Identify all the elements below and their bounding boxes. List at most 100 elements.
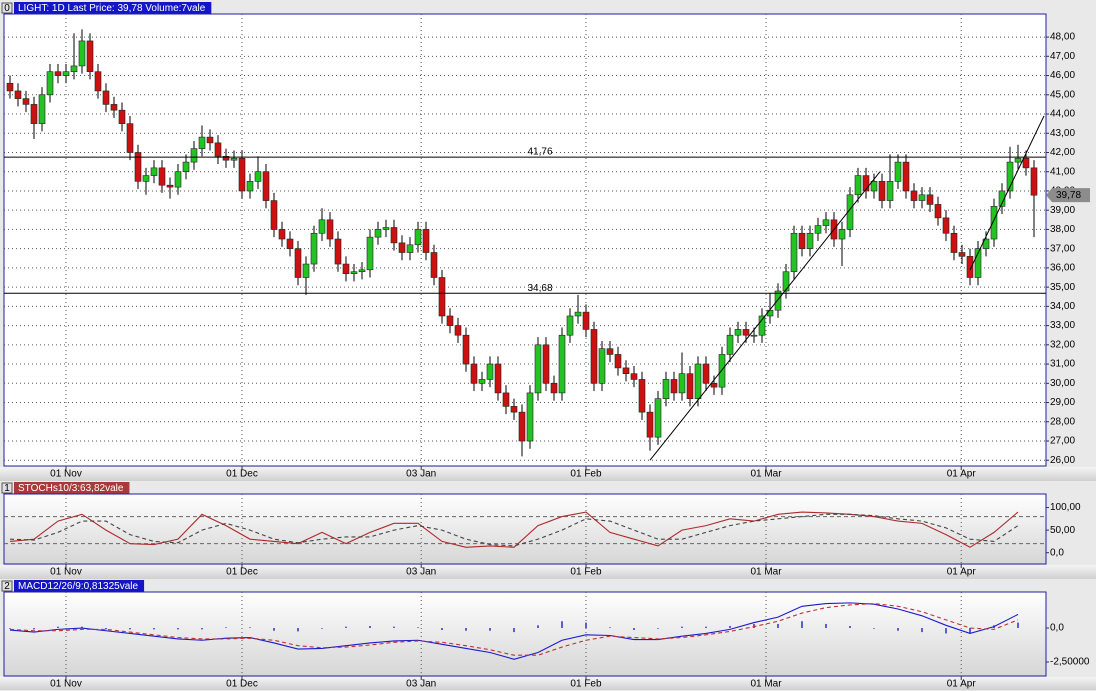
x-tick-label: 01 Feb xyxy=(570,567,602,578)
candle-body xyxy=(438,277,446,317)
candle-body xyxy=(302,263,310,278)
candle-body xyxy=(326,219,334,240)
candle-body xyxy=(182,161,190,173)
y-tick-label: 45,00 xyxy=(1050,89,1075,100)
candle-body xyxy=(422,229,430,253)
x-tick-label: 01 Mar xyxy=(750,469,782,480)
candle-body xyxy=(398,242,406,253)
candle-body xyxy=(814,225,822,234)
candle-body xyxy=(94,71,102,92)
candle-body xyxy=(862,175,870,192)
candle-body xyxy=(38,94,46,124)
candle-body xyxy=(366,236,374,271)
candle-body xyxy=(654,398,662,438)
y-tick-label: 30,00 xyxy=(1050,378,1075,389)
panel-index: 0 xyxy=(4,3,10,14)
x-tick-label: 01 Mar xyxy=(750,567,782,578)
date-row xyxy=(0,467,1096,481)
candle-body xyxy=(342,263,350,274)
y-tick-label: 50,00 xyxy=(1050,525,1075,536)
candle-body xyxy=(990,206,998,240)
candle-body xyxy=(310,232,318,265)
trend-line xyxy=(649,171,881,461)
panel-index: 1 xyxy=(4,483,10,494)
trend-line xyxy=(969,115,1045,271)
last-price-label: 39,78 xyxy=(1056,190,1081,201)
candle-body xyxy=(574,311,582,317)
last-price-tag xyxy=(1046,188,1090,203)
y-tick-label: 34,00 xyxy=(1050,301,1075,312)
candle-body xyxy=(942,217,950,234)
y-tick-label: 37,00 xyxy=(1050,243,1075,254)
candle-body xyxy=(678,373,686,394)
candle-body xyxy=(238,157,246,192)
x-tick-label: 01 Nov xyxy=(50,567,82,578)
x-tick-label: 01 Apr xyxy=(947,469,977,480)
candle-body xyxy=(214,142,222,157)
candle-body xyxy=(222,156,230,161)
date-row xyxy=(0,565,1096,579)
candle-body xyxy=(758,315,766,336)
x-tick-label: 03 Jan xyxy=(406,469,436,480)
candle-body xyxy=(174,171,182,188)
candle-body xyxy=(838,229,846,240)
candle-body xyxy=(78,40,86,67)
y-tick-label: 35,00 xyxy=(1050,282,1075,293)
candle-body xyxy=(870,181,878,192)
panel-title: MACD12/26/9:0,81325vale xyxy=(18,581,139,592)
candle-body xyxy=(134,152,142,182)
candle-body xyxy=(750,334,758,337)
candle-body xyxy=(622,367,630,374)
candle-body xyxy=(198,136,206,149)
indicator-line xyxy=(9,602,1019,660)
y-tick-label: 0,0 xyxy=(1050,623,1064,634)
candle-body xyxy=(286,238,294,249)
candle-body xyxy=(670,379,678,394)
candle-body xyxy=(686,373,694,399)
candle-body xyxy=(246,181,254,192)
candle-body xyxy=(70,65,78,73)
candle-body xyxy=(486,363,494,380)
candle-body xyxy=(494,363,502,394)
candle-body xyxy=(806,232,814,249)
y-tick-label: 46,00 xyxy=(1050,70,1075,81)
candle-body xyxy=(886,181,894,201)
panel-tab xyxy=(14,482,130,494)
panel-index-box xyxy=(1,580,13,592)
candle-body xyxy=(614,354,622,369)
candle-body xyxy=(918,194,926,201)
candle-body xyxy=(478,379,486,384)
candle-body xyxy=(790,232,798,273)
candle-body xyxy=(14,90,22,99)
x-tick-label: 01 Mar xyxy=(750,679,782,690)
candle-body xyxy=(846,194,854,230)
y-tick-label: 39,00 xyxy=(1050,205,1075,216)
candle-body xyxy=(374,229,382,238)
candle-body xyxy=(526,392,534,442)
candle-body xyxy=(822,219,830,226)
panel-background xyxy=(3,493,1047,565)
x-tick-label: 01 Feb xyxy=(570,469,602,480)
candle-body xyxy=(294,248,302,278)
x-tick-label: 01 Apr xyxy=(947,567,977,578)
candle-body xyxy=(566,315,574,336)
y-tick-label: 33,00 xyxy=(1050,320,1075,331)
candle-body xyxy=(54,71,62,76)
y-tick-label: 32,00 xyxy=(1050,339,1075,350)
x-tick-label: 01 Feb xyxy=(570,679,602,690)
candle-body xyxy=(414,229,422,246)
candle-body xyxy=(934,204,942,219)
y-tick-label: 44,00 xyxy=(1050,109,1075,120)
candle-body xyxy=(742,329,750,336)
candle-body xyxy=(966,256,974,278)
candle-body xyxy=(1014,157,1022,163)
y-tick-label: 36,00 xyxy=(1050,263,1075,274)
candle-body xyxy=(190,148,198,163)
candle-body xyxy=(550,382,558,394)
candle-body xyxy=(542,344,550,384)
panel-index-box xyxy=(1,2,13,14)
candle-body xyxy=(126,123,134,153)
y-tick-label: 48,00 xyxy=(1050,32,1075,43)
candle-body xyxy=(358,269,366,273)
candle-body xyxy=(534,344,542,394)
